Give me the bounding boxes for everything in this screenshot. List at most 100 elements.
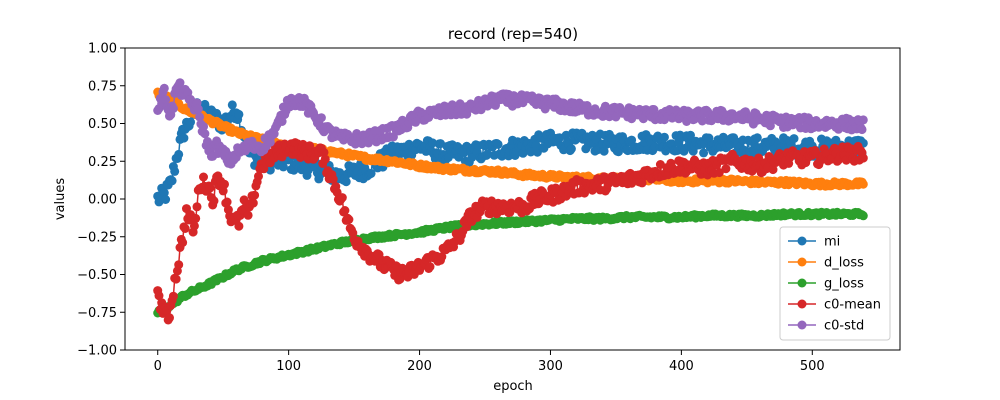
y-tick-label: 1.00: [88, 42, 117, 57]
data-point: [161, 195, 171, 204]
legend-marker: [797, 320, 807, 330]
data-point: [686, 130, 695, 140]
data-point: [199, 172, 208, 182]
legend-marker: [797, 257, 807, 267]
x-tick-label: 100: [276, 359, 301, 374]
legend-marker: [797, 299, 807, 309]
data-point: [179, 133, 189, 143]
data-point: [250, 190, 260, 200]
data-point: [340, 206, 350, 215]
legend-label: c0-mean: [824, 298, 881, 313]
data-point: [209, 196, 219, 206]
data-point: [178, 238, 188, 248]
data-point: [159, 83, 169, 93]
data-point: [175, 78, 185, 88]
data-point: [203, 137, 212, 146]
data-point: [200, 129, 210, 139]
data-point: [704, 133, 714, 143]
data-point: [659, 132, 669, 142]
data-point: [248, 198, 258, 208]
data-point: [195, 112, 205, 122]
data-point: [858, 115, 868, 125]
x-axis-label: epoch: [493, 379, 533, 394]
y-tick-label: −0.50: [77, 268, 117, 283]
data-point: [721, 164, 731, 174]
data-point: [566, 144, 576, 154]
legend-box: [779, 226, 891, 341]
data-point: [154, 291, 164, 301]
x-tick-label: 200: [407, 359, 432, 374]
data-point: [337, 193, 347, 203]
data-point: [319, 147, 329, 157]
series-c0-mean: [153, 138, 868, 325]
y-tick-label: −1.00: [77, 344, 117, 359]
data-point: [168, 104, 178, 113]
data-point: [183, 88, 193, 98]
data-point: [168, 291, 178, 301]
data-point: [366, 168, 376, 178]
y-axis-label: values: [53, 178, 68, 221]
axes: 0 100 200 300 400 500 −1.00 −0.75 −0.50 −0.25 0.00…: [77, 42, 825, 375]
legend-item: c0-std: [788, 319, 864, 334]
data-point: [493, 139, 503, 149]
data-point: [428, 138, 438, 148]
data-point: [227, 100, 237, 110]
data-point: [857, 125, 867, 135]
data-point: [305, 141, 315, 151]
x-tick-label: 400: [669, 359, 694, 374]
y-tick-label: 0.00: [88, 193, 117, 208]
data-point: [858, 211, 868, 221]
data-point: [165, 313, 174, 323]
data-point: [316, 113, 326, 123]
data-point: [320, 154, 330, 164]
data-point: [159, 188, 169, 198]
data-point: [167, 176, 177, 186]
legend-marker: [797, 278, 807, 288]
legend-label: d_loss: [824, 256, 864, 271]
chart-title: record (rep=540): [448, 25, 578, 43]
data-point: [752, 133, 762, 143]
data-point: [328, 174, 338, 184]
data-point: [174, 260, 184, 270]
data-point: [699, 148, 709, 158]
x-tick-label: 300: [538, 359, 563, 374]
data-point: [220, 179, 229, 189]
data-point: [180, 224, 190, 233]
data-point: [637, 178, 647, 188]
data-point: [277, 117, 287, 126]
legend-marker: [797, 236, 807, 246]
data-point: [611, 112, 621, 122]
data-point: [599, 146, 609, 156]
legend-item: g_loss: [788, 277, 864, 292]
data-point: [191, 213, 201, 223]
data-point: [344, 215, 354, 224]
legend-item: d_loss: [788, 256, 864, 271]
data-point: [254, 171, 263, 181]
y-tick-label: −0.25: [77, 230, 117, 245]
y-tick-label: 0.75: [88, 79, 117, 94]
data-point: [526, 147, 536, 157]
data-point: [754, 153, 764, 163]
data-point: [199, 122, 208, 132]
data-point: [627, 135, 637, 145]
data-point: [765, 121, 775, 131]
data-point: [186, 117, 195, 127]
series-c0-std: [153, 78, 868, 169]
data-point: [234, 109, 244, 119]
data-point: [234, 221, 244, 231]
data-point: [858, 179, 868, 189]
legend-label: c0-std: [824, 319, 864, 334]
data-point: [614, 147, 623, 157]
legend-item: mi: [788, 235, 840, 250]
data-point: [222, 197, 232, 207]
data-point: [638, 114, 648, 124]
data-point: [789, 134, 799, 144]
data-point: [425, 262, 435, 272]
data-point: [243, 210, 253, 220]
data-point: [170, 166, 180, 176]
data-point: [171, 274, 181, 284]
data-point: [278, 162, 288, 172]
data-point: [697, 116, 707, 126]
legend-item: c0-mean: [788, 298, 881, 313]
x-tick-label: 500: [800, 359, 825, 374]
